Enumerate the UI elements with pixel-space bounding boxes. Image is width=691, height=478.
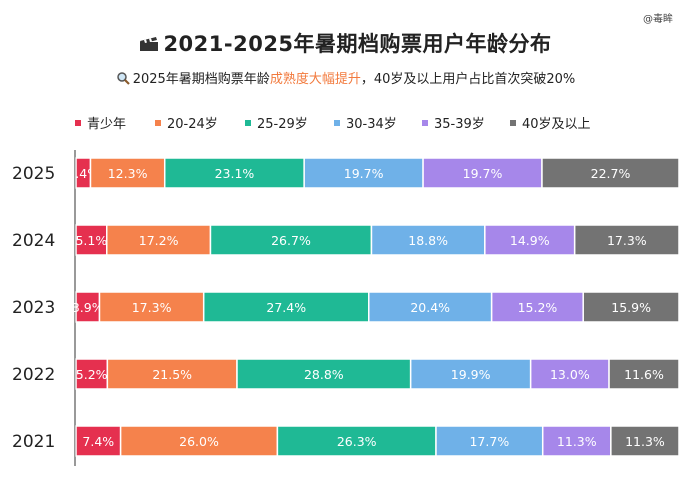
data-label: 26.0% xyxy=(179,434,219,449)
legend-swatch xyxy=(155,120,161,126)
category-label: 2023 xyxy=(12,298,55,318)
data-label: 11.3% xyxy=(557,434,597,449)
data-label: 19.9% xyxy=(451,367,491,382)
data-label: 26.3% xyxy=(337,434,377,449)
bar-segment xyxy=(422,157,543,189)
bar-segment xyxy=(163,157,305,189)
bar-segment xyxy=(541,157,680,189)
clapperboard-icon xyxy=(140,37,159,51)
legend-label: 30-34岁 xyxy=(346,117,397,132)
category-label: 2025 xyxy=(12,164,55,184)
bar-segment xyxy=(209,224,373,256)
data-label: 27.4% xyxy=(266,300,306,315)
legend-item-35-39: 35-39岁 xyxy=(422,116,485,134)
chart-subtitle: 2025年暑期档购票年龄成熟度大幅提升，40岁及以上用户占比首次突破20% xyxy=(0,68,691,87)
bar-segment xyxy=(608,358,680,390)
bar-segment xyxy=(75,224,108,256)
bar-segment xyxy=(409,358,532,390)
bar-segment xyxy=(276,425,437,457)
data-label: 20.4% xyxy=(410,300,450,315)
data-label: 14.9% xyxy=(510,233,550,248)
data-label: 26.7% xyxy=(271,233,311,248)
bar-segment xyxy=(582,291,680,323)
legend-label: 35-39岁 xyxy=(434,117,485,132)
subtitle-highlight: 成熟度大幅提升 xyxy=(269,72,361,87)
data-label: 21.5% xyxy=(152,367,192,382)
bar-segment xyxy=(573,224,680,256)
data-label: 19.7% xyxy=(463,166,503,181)
data-label: 22.7% xyxy=(591,166,631,181)
bar-segment xyxy=(75,425,122,457)
subtitle-post: ，40岁及以上用户占比首次突破20% xyxy=(360,72,576,87)
data-label: 15.2% xyxy=(518,300,558,315)
legend-label: 20-24岁 xyxy=(167,117,218,132)
legend-swatch xyxy=(510,120,516,126)
data-label: 17.7% xyxy=(469,434,509,449)
bar-segment xyxy=(368,291,493,323)
data-label: 5.1% xyxy=(75,233,107,248)
category-label: 2022 xyxy=(12,365,55,385)
subtitle-pre: 2025年暑期档购票年龄 xyxy=(132,72,270,87)
legend-item-teen: 青少年 xyxy=(75,116,126,134)
data-label: 23.1% xyxy=(215,166,255,181)
bar-segment xyxy=(370,224,486,256)
data-label: 18.8% xyxy=(408,233,448,248)
legend-swatch xyxy=(245,120,251,126)
legend-label: 40岁及以上 xyxy=(522,117,591,132)
data-label: 12.3% xyxy=(108,166,148,181)
data-label: 17.3% xyxy=(607,233,647,248)
legend-item-30-34: 30-34岁 xyxy=(334,116,397,134)
bar-segment xyxy=(89,157,166,189)
data-label: 15.9% xyxy=(611,300,651,315)
legend-item-40plus: 40岁及以上 xyxy=(510,116,591,134)
category-label: 2024 xyxy=(12,231,55,251)
legend-label: 青少年 xyxy=(87,117,127,132)
bar-segment xyxy=(490,291,584,323)
legend-item-20-24: 20-24岁 xyxy=(155,116,218,134)
data-label: 3.9% xyxy=(72,300,104,315)
bar-segment xyxy=(236,358,412,390)
data-label: 11.6% xyxy=(624,367,664,382)
bar-segment xyxy=(435,425,544,457)
data-label: 11.3% xyxy=(625,434,665,449)
legend-item-25-29: 25-29岁 xyxy=(245,116,308,134)
watermark: @毒眸 xyxy=(643,14,673,25)
magnifier-icon xyxy=(116,72,130,85)
bar-segment xyxy=(541,425,612,457)
legend-swatch xyxy=(75,120,81,126)
bar-segment xyxy=(610,425,680,457)
data-label: 17.2% xyxy=(139,233,179,248)
chart-title-text: 2021-2025年暑期档购票用户年龄分布 xyxy=(163,32,552,56)
legend-label: 25-29岁 xyxy=(257,117,308,132)
data-label: 28.8% xyxy=(304,367,344,382)
legend-swatch xyxy=(422,120,428,126)
data-label: 19.7% xyxy=(344,166,384,181)
data-label: 17.3% xyxy=(132,300,172,315)
data-label: 13.0% xyxy=(550,367,590,382)
chart-title: 2021-2025年暑期档购票用户年龄分布 xyxy=(0,28,691,58)
data-label: 7.4% xyxy=(82,434,114,449)
data-label: 5.2% xyxy=(76,367,108,382)
bar-segment xyxy=(106,358,238,390)
category-label: 2021 xyxy=(12,432,55,452)
legend-swatch xyxy=(334,120,340,126)
